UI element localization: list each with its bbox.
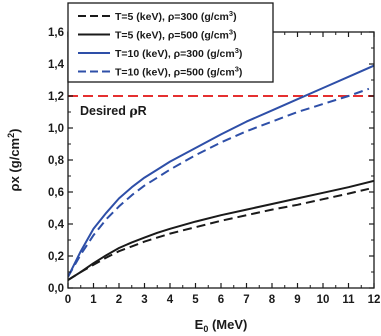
- x-tick-label: 4: [167, 294, 174, 306]
- series-line-4: [68, 87, 370, 278]
- y-tick-label: 0,0: [48, 283, 64, 295]
- x-tick-label: 7: [243, 294, 249, 306]
- x-tick-label: 11: [342, 294, 355, 306]
- legend-label-4: T=10 (keV), ρ=500 (g/cm3): [115, 65, 242, 79]
- y-tick-label: 0,6: [48, 187, 64, 199]
- y-tick-label: 0,4: [48, 219, 65, 231]
- x-axis-title: E0 (MeV): [195, 317, 248, 334]
- y-tick-label: 1,6: [48, 27, 64, 39]
- y-tick-label: 0,2: [48, 251, 64, 263]
- series-line-1: [68, 187, 370, 281]
- x-tick-label: 0: [65, 294, 71, 306]
- legend: T=5 (keV), ρ=300 (g/cm3) T=5 (keV), ρ=500…: [67, 2, 274, 83]
- x-tick-label: 9: [294, 294, 300, 306]
- x-tick-label: 1: [90, 294, 97, 306]
- x-tick-label: 3: [141, 294, 147, 306]
- x-tick-label: 12: [368, 294, 381, 306]
- y-tick-label: 1,0: [48, 123, 64, 135]
- annotation-label: Desired ρR: [80, 103, 147, 118]
- y-axis-title: ρx (g/cm2): [6, 129, 22, 192]
- x-tick-label: 5: [192, 294, 199, 306]
- legend-label-1: T=5 (keV), ρ=300 (g/cm3): [115, 9, 237, 23]
- x-tick-label: 8: [269, 294, 276, 306]
- legend-label-3: T=10 (keV), ρ=300 (g/cm3): [115, 46, 242, 60]
- y-tick-label: 0,8: [48, 155, 65, 167]
- legend-label-2: T=5 (keV), ρ=500 (g/cm3): [115, 28, 237, 42]
- x-tick-label: 10: [317, 294, 330, 306]
- y-tick-label: 1,2: [48, 91, 64, 103]
- y-tick-label: 1,4: [48, 59, 65, 71]
- x-tick-label: 6: [218, 294, 224, 306]
- x-tick-label: 2: [116, 294, 122, 306]
- series-line-3: [68, 64, 374, 278]
- series-line-2: [68, 179, 374, 281]
